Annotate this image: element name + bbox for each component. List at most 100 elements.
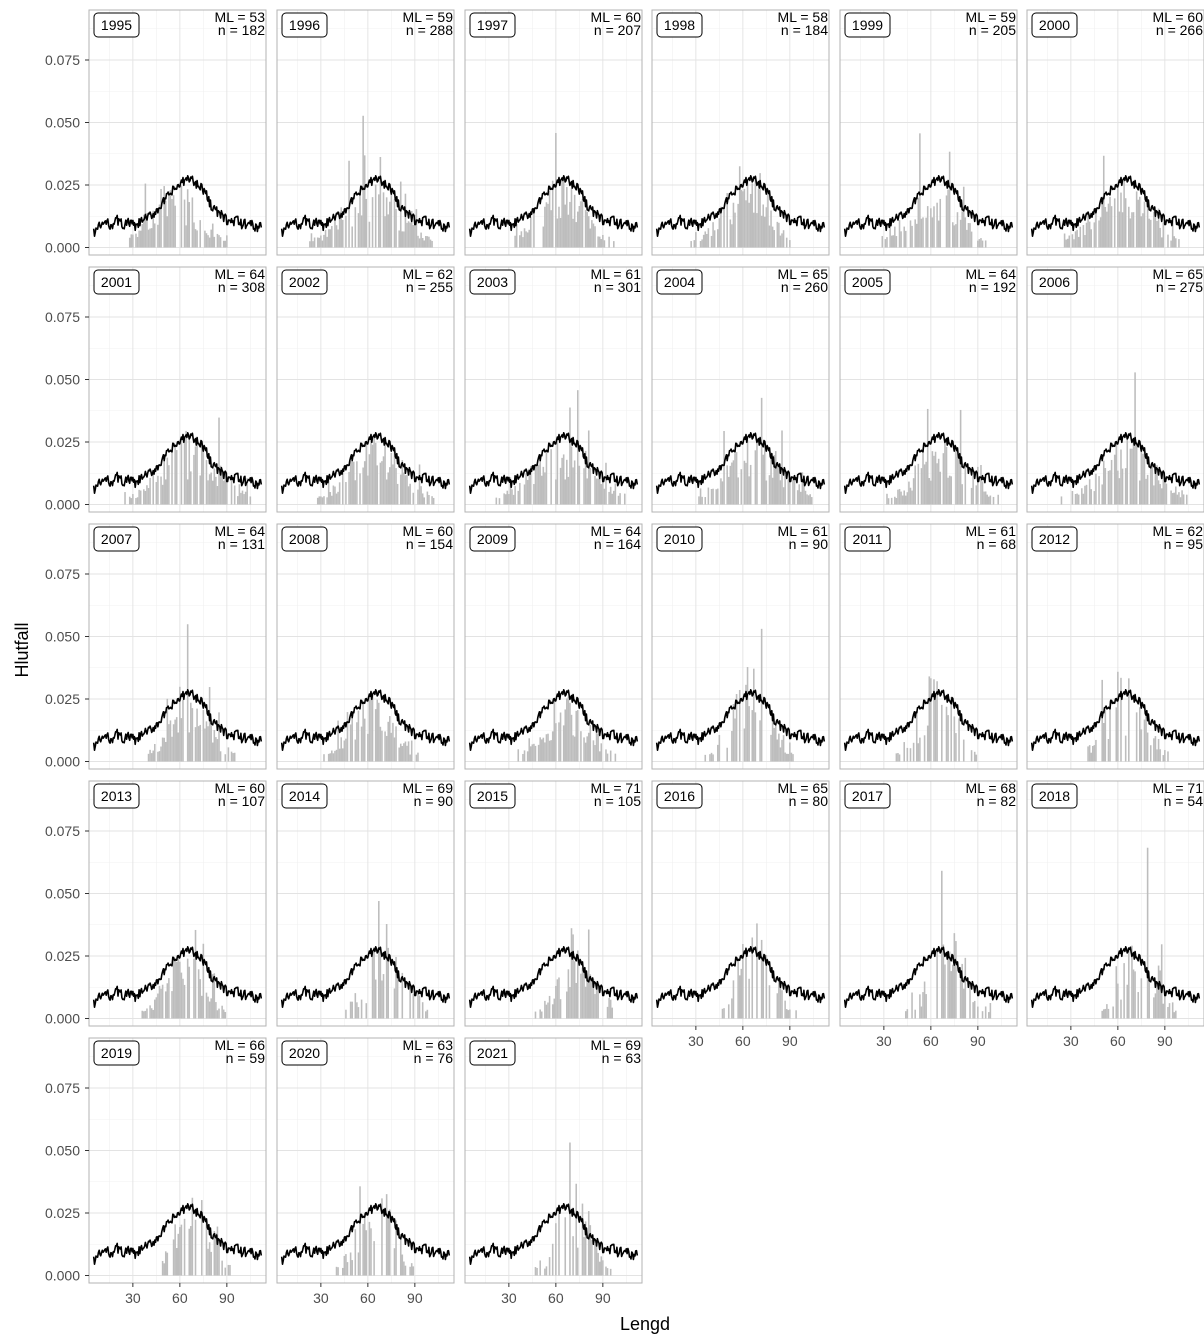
bar xyxy=(374,979,377,1019)
year-label-text: 2021 xyxy=(477,1045,508,1061)
bar xyxy=(886,493,888,505)
bar xyxy=(611,1007,614,1019)
bar xyxy=(1109,196,1111,248)
bar xyxy=(1164,477,1166,505)
bar xyxy=(1076,493,1078,505)
bar xyxy=(572,735,574,762)
bar xyxy=(699,488,702,505)
bar xyxy=(1102,155,1105,248)
bar xyxy=(809,494,811,505)
bar xyxy=(519,482,521,505)
bar xyxy=(149,1005,151,1019)
bar xyxy=(1104,1008,1107,1019)
bar xyxy=(414,214,416,248)
bar xyxy=(1092,745,1094,762)
bar xyxy=(216,233,219,248)
bar xyxy=(175,450,178,505)
bar xyxy=(718,734,721,762)
year-label-box xyxy=(93,269,140,295)
bar xyxy=(894,226,896,248)
bar xyxy=(401,972,404,1019)
bar xyxy=(534,1267,537,1276)
bar xyxy=(576,950,579,1019)
reference-line xyxy=(843,945,1014,1009)
bar xyxy=(1149,466,1152,505)
bar xyxy=(925,994,927,1019)
bar xyxy=(553,700,556,762)
bar xyxy=(556,218,559,248)
bar xyxy=(785,753,788,762)
year-label-text: 2008 xyxy=(289,531,320,547)
bar xyxy=(559,217,562,248)
reference-line xyxy=(1030,945,1201,1009)
bar xyxy=(1162,222,1165,248)
reference-line xyxy=(655,688,826,752)
bar xyxy=(1132,969,1135,1019)
bar xyxy=(906,492,909,505)
bar xyxy=(412,1266,415,1276)
year-label-text: 2015 xyxy=(477,788,508,804)
bar xyxy=(765,207,768,248)
bar xyxy=(936,681,938,762)
bar xyxy=(335,749,338,762)
bar xyxy=(395,468,397,505)
bar xyxy=(174,205,176,248)
bar xyxy=(1159,970,1161,1019)
bar xyxy=(149,477,151,505)
bar xyxy=(404,741,407,762)
bar xyxy=(575,982,577,1019)
bar xyxy=(417,235,419,248)
bar xyxy=(1185,494,1188,505)
bar xyxy=(795,1010,797,1019)
bar xyxy=(348,471,350,505)
reference-line xyxy=(1030,175,1201,237)
bar xyxy=(166,216,169,248)
bar xyxy=(784,752,786,762)
bar xyxy=(204,230,206,248)
bar xyxy=(748,476,750,505)
bar xyxy=(1146,203,1149,248)
bar xyxy=(193,958,195,1019)
bar xyxy=(417,992,419,1019)
bar xyxy=(218,712,220,762)
reference-line xyxy=(92,688,263,752)
year-label-text: 2006 xyxy=(1039,274,1070,290)
bar xyxy=(542,466,545,505)
bar xyxy=(964,465,967,505)
bar xyxy=(584,742,587,762)
bar xyxy=(922,217,924,248)
bar xyxy=(1160,237,1163,248)
year-label-text: 2012 xyxy=(1039,531,1070,547)
year-label-text: 2011 xyxy=(852,531,882,547)
year-label: 2003 xyxy=(469,269,516,295)
bar xyxy=(569,702,571,762)
ml-label: ML = 61 xyxy=(778,523,829,539)
bar xyxy=(224,754,227,762)
bar xyxy=(128,237,131,248)
bar xyxy=(407,741,410,762)
bar xyxy=(734,453,736,505)
bar xyxy=(1171,1002,1174,1019)
bar xyxy=(732,202,735,248)
bar xyxy=(959,979,962,1019)
bar xyxy=(207,480,209,505)
bar xyxy=(1173,1012,1176,1019)
bar xyxy=(762,957,764,1019)
bar xyxy=(804,490,807,505)
reference-line xyxy=(92,945,263,1009)
bar xyxy=(589,1225,592,1276)
bar xyxy=(1118,478,1121,505)
bar xyxy=(382,456,385,505)
bar xyxy=(211,974,214,1019)
bar xyxy=(186,479,189,505)
bar xyxy=(326,497,328,505)
reference-line xyxy=(843,688,1014,752)
bar xyxy=(917,743,920,762)
bar xyxy=(150,228,153,248)
panel-border xyxy=(1026,780,1204,1027)
bar xyxy=(370,1228,372,1276)
panel-grid xyxy=(1027,781,1204,1026)
bar xyxy=(567,476,570,505)
bar xyxy=(1082,493,1085,505)
bar xyxy=(566,991,568,1019)
